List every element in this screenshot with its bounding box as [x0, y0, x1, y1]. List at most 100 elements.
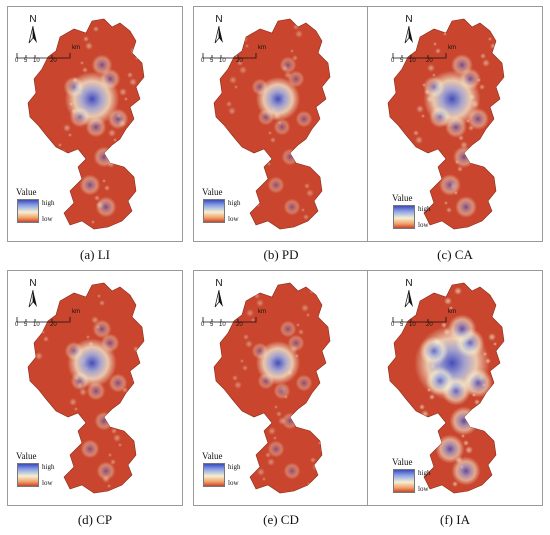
scale-unit: km	[448, 45, 456, 51]
legend-high-label: high	[418, 469, 431, 477]
legend-title: Value	[202, 451, 223, 461]
region-map	[213, 282, 331, 494]
scale-tick: 20	[426, 58, 433, 64]
scale-tick: 0	[15, 58, 19, 64]
scale-tick: 10	[219, 58, 226, 64]
panel-caption: (c) CA	[437, 247, 473, 262]
scale-unit: km	[72, 45, 80, 51]
hotspot	[451, 54, 473, 76]
hotspot	[251, 342, 269, 360]
hotspot	[281, 412, 299, 430]
hotspot	[295, 110, 313, 128]
hotspot	[439, 174, 461, 196]
hotspot	[257, 108, 275, 126]
scale-bar: km 0 5 10 20	[391, 45, 462, 67]
legend-low-label: low	[418, 485, 429, 493]
hotspot	[435, 434, 465, 464]
hotspot	[107, 108, 129, 130]
hotspot	[257, 372, 275, 390]
scale-tick: 5	[400, 322, 404, 328]
scale-tick: 0	[391, 322, 395, 328]
legend-high-label: high	[42, 463, 55, 471]
region-map	[27, 282, 145, 494]
scale-bar: km 0 5 10 20	[201, 309, 272, 331]
north-label: N	[29, 278, 37, 289]
hotspot	[445, 116, 467, 138]
region-map	[27, 18, 145, 230]
scale-tick: 0	[201, 58, 205, 64]
scale-unit: km	[72, 309, 80, 315]
scale-bar: km 0 5 10 20	[201, 45, 272, 67]
north-label: N	[29, 14, 37, 25]
legend-color-ramp	[17, 199, 39, 223]
legend-color-ramp	[393, 205, 415, 229]
north-label: N	[215, 278, 223, 289]
hotspot	[70, 371, 90, 391]
hotspot	[463, 368, 493, 398]
scale-tick: 0	[391, 58, 395, 64]
legend-low-label: low	[42, 215, 53, 223]
scale-tick: 10	[409, 58, 416, 64]
map-legend: Value high low	[202, 187, 272, 237]
legend-color-ramp	[203, 199, 225, 223]
hotspot	[85, 116, 107, 138]
hotspot	[63, 76, 85, 98]
hotspot	[92, 319, 112, 339]
map-legend: Value high low	[16, 187, 86, 237]
north-label: N	[405, 278, 413, 289]
scale-tick: 20	[50, 58, 57, 64]
legend-title: Value	[392, 457, 413, 467]
legend-low-label: low	[228, 479, 239, 487]
hotspot	[425, 366, 455, 396]
hotspot	[80, 439, 100, 459]
scale-tick: 20	[50, 322, 57, 328]
scale-tick: 5	[210, 322, 214, 328]
hotspot	[79, 174, 101, 196]
legend-high-label: high	[42, 199, 55, 207]
north-arrow-icon: N	[208, 15, 230, 44]
legend-color-ramp	[203, 463, 225, 487]
hotspot	[251, 78, 269, 96]
hotspot	[447, 314, 477, 344]
legend-high-label: high	[228, 199, 241, 207]
scale-tick: 20	[236, 322, 243, 328]
scale-tick: 5	[24, 58, 28, 64]
scale-tick: 10	[33, 58, 40, 64]
scale-tick: 5	[210, 58, 214, 64]
legend-title: Value	[202, 187, 223, 197]
hotspot	[429, 106, 451, 128]
region-map	[387, 18, 505, 230]
map-legend: Value high low	[392, 457, 462, 505]
hotspot	[279, 56, 297, 74]
legend-title: Value	[392, 193, 413, 203]
legend-color-ramp	[393, 469, 415, 493]
hotspot	[86, 381, 106, 401]
hotspot	[281, 148, 299, 166]
scale-tick: 5	[400, 58, 404, 64]
scale-tick: 0	[15, 322, 19, 328]
legend-title: Value	[16, 187, 37, 197]
north-label: N	[215, 14, 223, 25]
scale-unit: km	[448, 309, 456, 315]
hotspot	[267, 440, 285, 458]
north-arrow-icon: N	[398, 279, 420, 308]
north-arrow-icon: N	[22, 279, 44, 308]
hotspot	[451, 456, 481, 486]
map-panel-cp: N km 0 5 10 20 Value high low	[7, 270, 183, 506]
hotspot	[95, 196, 117, 218]
hotspot	[64, 341, 84, 361]
legend-title: Value	[16, 451, 37, 461]
legend-low-label: low	[418, 221, 429, 229]
map-panel-li: N km 0 5 10 20 Value high low	[7, 6, 183, 242]
panel-caption: (a) LI	[80, 247, 110, 262]
hotspot	[287, 70, 305, 88]
hotspot	[96, 461, 116, 481]
north-arrow-icon: N	[398, 15, 420, 44]
scale-unit: km	[258, 45, 266, 51]
hotspot	[93, 146, 115, 168]
hotspot	[100, 333, 120, 353]
hotspot	[287, 334, 305, 352]
scale-bar: km 0 5 10 20	[391, 309, 462, 331]
hotspot	[423, 76, 445, 98]
north-arrow-icon: N	[22, 15, 44, 44]
